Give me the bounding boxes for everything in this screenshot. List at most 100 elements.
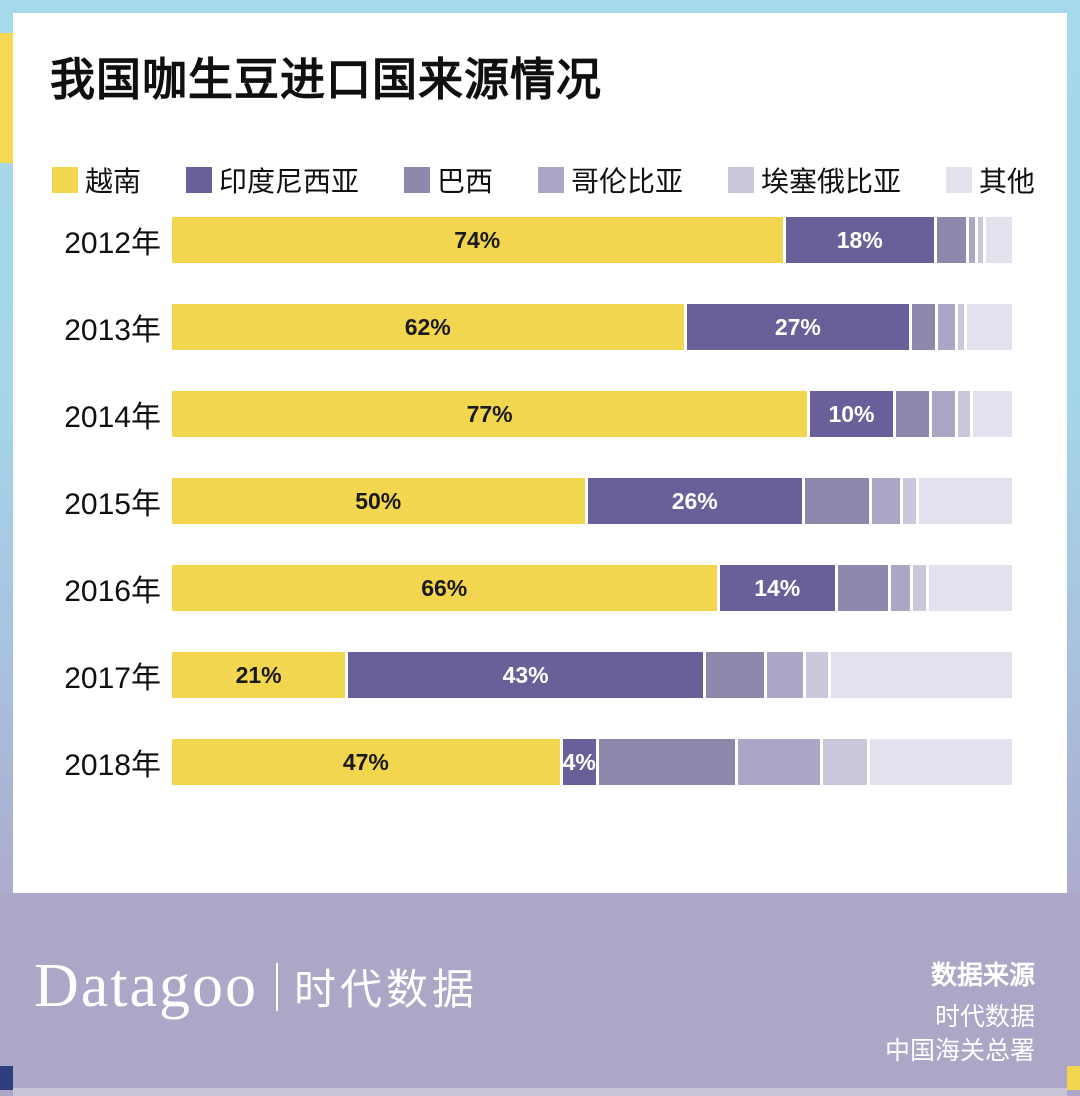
segment-value-label: 43%	[502, 661, 549, 688]
bar-segment-越南: 66%	[172, 565, 717, 611]
bar-track: 62% 27%	[172, 304, 1012, 350]
bar-segment-印度尼西亚: 10%	[810, 391, 893, 437]
chart-row: 2017年 21% 43%	[13, 652, 1067, 698]
segment-value-label: 50%	[355, 487, 402, 514]
bar-segment-印度尼西亚: 18%	[785, 217, 934, 263]
bar-track: 47% 4%	[172, 739, 1012, 785]
bar-segment-越南: 21%	[172, 652, 346, 698]
segment-value-label: 77%	[466, 400, 513, 427]
chart-row: 2018年 47% 4%	[13, 739, 1067, 785]
brand-logo: Datagoo	[34, 952, 259, 1020]
bar-segment-其他	[830, 652, 1012, 698]
bar-segment-印度尼西亚: 26%	[587, 478, 802, 524]
year-label: 2015年	[64, 488, 161, 521]
bar-segment-哥伦比亚	[871, 478, 901, 524]
brand-name-cn: 时代数据	[294, 966, 479, 1013]
bar-segment-其他	[918, 478, 1012, 524]
year-label: 2016年	[64, 575, 161, 608]
legend-item: 印度尼西亚	[185, 160, 359, 200]
segment-value-label: 66%	[421, 574, 468, 601]
bar-segment-印度尼西亚: 43%	[348, 652, 703, 698]
bar-segment-其他	[966, 304, 1012, 350]
year-label: 2017年	[64, 662, 161, 695]
bar-segment-埃塞俄比亚	[806, 652, 828, 698]
data-source-heading: 数据来源	[930, 960, 1035, 990]
legend-item: 埃塞俄比亚	[727, 160, 901, 200]
legend-swatch	[185, 167, 212, 193]
bar-segment-其他	[870, 739, 1012, 785]
legend-swatch	[727, 167, 754, 193]
bar-segment-印度尼西亚: 4%	[563, 739, 596, 785]
bar-segment-越南: 62%	[172, 304, 684, 350]
segment-value-label: 4%	[562, 748, 596, 775]
brand-logo-group: Datagoo 时代数据	[34, 951, 478, 1022]
footer-bottom-strip	[13, 1088, 1067, 1096]
legend-item: 巴西	[403, 160, 493, 200]
bar-segment-哥伦比亚	[890, 565, 911, 611]
chart-row: 2015年 50% 26%	[13, 478, 1067, 524]
legend-item: 其他	[945, 160, 1035, 200]
segment-value-label: 18%	[836, 226, 883, 253]
chart-card: 我国咖生豆进口国来源情况 越南 印度尼西亚 巴西 哥伦比亚 埃塞俄比亚 其他 2012年 7…	[13, 13, 1067, 893]
data-source-line: 中国海关总署	[884, 1037, 1035, 1065]
bar-segment-巴西	[838, 565, 888, 611]
bar-track: 66% 14%	[172, 565, 1012, 611]
segment-value-label: 10%	[828, 400, 875, 427]
bar-segment-印度尼西亚: 27%	[686, 304, 910, 350]
chart-row: 2013年 62% 27%	[13, 304, 1067, 350]
year-label: 2018年	[64, 749, 161, 782]
legend-label: 巴西	[436, 166, 493, 197]
legend-swatch	[537, 167, 564, 193]
legend-swatch	[403, 167, 430, 193]
legend-swatch	[945, 167, 972, 193]
bar-segment-哥伦比亚	[766, 652, 804, 698]
chart-row: 2012年 74% 18%	[13, 217, 1067, 263]
chart-title: 我国咖生豆进口国来源情况	[50, 54, 603, 105]
bar-segment-越南: 77%	[172, 391, 808, 437]
bar-segment-巴西	[937, 217, 966, 263]
legend-label: 埃塞俄比亚	[760, 166, 901, 197]
bar-track: 50% 26%	[172, 478, 1012, 524]
bar-segment-埃塞俄比亚	[977, 217, 984, 263]
bar-segment-巴西	[805, 478, 869, 524]
chart-row: 2016年 66% 14%	[13, 565, 1067, 611]
yellow-corner-accent	[1067, 1066, 1080, 1090]
bar-segment-埃塞俄比亚	[823, 739, 868, 785]
bar-track: 74% 18%	[172, 217, 1013, 263]
bar-segment-埃塞俄比亚	[903, 478, 916, 524]
segment-value-label: 62%	[404, 313, 451, 340]
legend-label: 越南	[85, 166, 142, 197]
segment-value-label: 27%	[774, 313, 821, 340]
brand-separator	[276, 962, 279, 1011]
bar-segment-巴西	[912, 304, 936, 350]
year-label: 2014年	[64, 401, 161, 434]
legend-label: 印度尼西亚	[218, 166, 359, 197]
bar-segment-其他	[973, 391, 1012, 437]
bar-segment-哥伦比亚	[931, 391, 955, 437]
legend-item: 哥伦比亚	[537, 160, 683, 200]
bar-track: 21% 43%	[172, 652, 1012, 698]
legend-item: 越南	[52, 160, 141, 200]
year-label: 2013年	[64, 314, 161, 347]
bar-segment-哥伦比亚	[938, 304, 955, 350]
bar-track: 77% 10%	[172, 391, 1012, 437]
segment-value-label: 14%	[754, 574, 801, 601]
bar-segment-巴西	[598, 739, 735, 785]
segment-value-label: 47%	[342, 748, 389, 775]
bar-segment-巴西	[895, 391, 929, 437]
segment-value-label: 21%	[235, 661, 282, 688]
navy-corner-accent	[0, 1066, 13, 1090]
bar-segment-其他	[928, 565, 1012, 611]
legend-label: 哥伦比亚	[570, 166, 683, 197]
year-label: 2012年	[64, 227, 161, 260]
bar-segment-埃塞俄比亚	[913, 565, 926, 611]
bar-segment-其他	[986, 217, 1013, 263]
chart-row: 2014年 77% 10%	[13, 391, 1067, 437]
legend: 越南 印度尼西亚 巴西 哥伦比亚 埃塞俄比亚 其他	[52, 160, 1035, 200]
data-source-line: 时代数据	[934, 1003, 1035, 1031]
footer: Datagoo 时代数据 数据来源 时代数据 中国海关总署	[0, 893, 1080, 1096]
bar-segment-埃塞俄比亚	[957, 391, 971, 437]
bar-segment-哥伦比亚	[968, 217, 975, 263]
bar-segment-越南: 50%	[172, 478, 585, 524]
legend-swatch	[52, 167, 78, 193]
